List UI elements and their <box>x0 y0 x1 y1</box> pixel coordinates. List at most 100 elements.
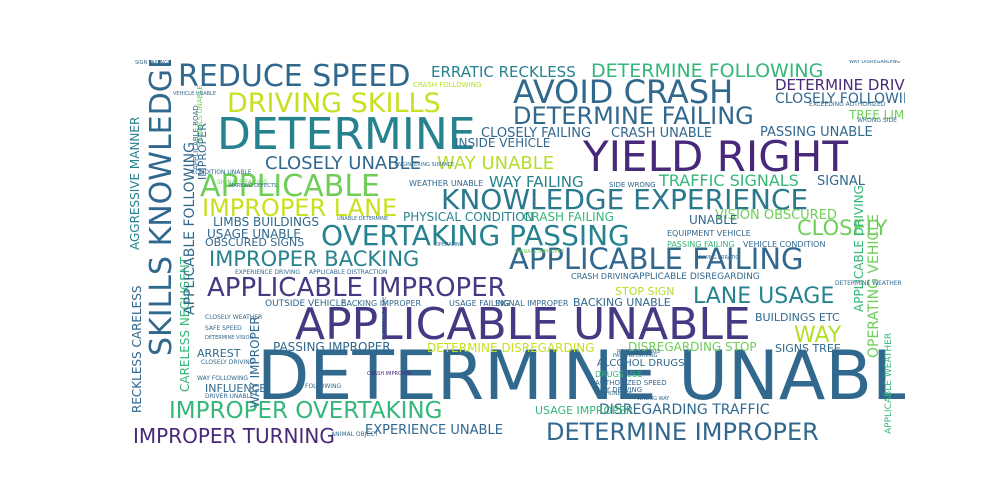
word: PASSING FAILING <box>667 240 735 249</box>
word: CRASH UNABLE <box>611 126 713 141</box>
word: WRONG WAY <box>637 396 670 402</box>
word: FOLLOWING <box>305 383 342 390</box>
word: DRIVING ERRATIC <box>695 255 739 261</box>
word: DRIVER UNABLE <box>205 393 254 400</box>
word: RECKLESS CARELESS <box>130 285 144 414</box>
word: DRIVING SKILLS <box>227 88 441 119</box>
word: APPLICABLE DISTRACTION <box>309 269 388 276</box>
word: CRASH DRIVING <box>571 272 636 281</box>
word: APPLICABLE IMPROPER <box>207 273 506 303</box>
word: EQUIPMENT VEHICLE <box>667 229 751 238</box>
word: USAGE UNABLE <box>207 227 301 241</box>
word: IMPROPER OVERTAKING <box>169 398 443 424</box>
word: EXCEEDING AUTHORIZED <box>809 101 886 108</box>
word: SAFE SPEED <box>205 325 242 332</box>
word: DETERMINE UNABLE <box>257 337 905 416</box>
word: BUILDINGS ETC <box>755 311 840 324</box>
word: APPLICABLE DISREGARDING <box>633 272 760 282</box>
word: PHONE USE <box>603 391 633 397</box>
word: DETERMINE FAILING <box>513 102 754 130</box>
word: APPLICABLE FAILING <box>509 242 804 276</box>
word: APPLICABLE WEATHER <box>884 332 894 434</box>
word: BACKING IMPROPER <box>341 299 422 308</box>
word: CRASH FAILING <box>523 210 614 224</box>
word: DISREGARDING STOP <box>628 340 757 354</box>
word: UNABLE <box>689 213 738 227</box>
word: CRASH FOLLOWING <box>413 81 482 89</box>
word: EXPERIENCE UNABLE <box>365 423 503 438</box>
word: VEHICLE CONDITION <box>743 240 826 249</box>
word: CLOSELY UNABLE <box>265 153 421 174</box>
word: AUTHORIZED SPEED <box>595 379 667 387</box>
word: INFLUENCE <box>205 382 267 395</box>
word: CLOSELY DRIVING <box>201 359 255 366</box>
word: SIDE WRONG <box>609 181 656 189</box>
word: IMPROPER BACKING <box>209 247 420 271</box>
word: OBSCURED SIGNS <box>205 236 305 249</box>
word: ANIMAL OBJECT <box>331 431 379 438</box>
word: CLOSELY FOLLOWING <box>775 91 905 107</box>
word: DRUGS USE <box>595 370 643 379</box>
word: REDUCE SPEED <box>178 60 411 94</box>
word: WAY UNABLE <box>437 153 555 174</box>
word: SIGNS TREE <box>775 342 841 355</box>
word: WAY FOLLOWING <box>197 375 249 382</box>
word: ALCOHOL DRUGS <box>597 358 685 369</box>
word: USAGE FAILING <box>449 299 510 308</box>
word: SIGN FAILING <box>135 60 169 66</box>
word: CLOSELY FAILING <box>481 126 592 141</box>
word: EXCEEDING SAFE <box>382 296 388 340</box>
word: OPERATING <box>435 242 464 248</box>
word: PASSING DRIVING <box>613 353 658 359</box>
word: ENGINEERING SURFACE <box>395 162 455 168</box>
word: CLOSELY WEATHER <box>205 314 263 321</box>
word: DISREGARDING TRAFFIC <box>599 402 770 418</box>
word: DETERMINE IMPROPER <box>546 418 819 445</box>
word: WAY DISREGARDING <box>849 60 901 65</box>
word: WAY FAILING <box>489 173 584 191</box>
word: TREE LIMBS <box>849 108 905 122</box>
word: ROAD MARKINGS <box>617 349 660 355</box>
word: APPLICABLE <box>200 169 380 204</box>
word: KNOWLEDGE EXPERIENCE <box>441 183 809 216</box>
word: USAGE IMPROPER <box>535 404 634 417</box>
word: APPLICABLE UNABLE <box>295 299 751 350</box>
word: YIELD RIGHT <box>583 132 849 181</box>
word: STOP SIGN <box>615 285 675 298</box>
word: PHYSICAL CONDITION <box>403 210 534 224</box>
word: IMPROPER LANE <box>202 194 398 222</box>
word: SIGNAL <box>817 174 866 189</box>
word: SIGNALS UNABLE <box>196 85 204 146</box>
word: DETERMINE WEATHER <box>835 280 902 287</box>
word: IMPROPER TURNING <box>133 424 335 445</box>
word: SIGNAL IMPROPER <box>495 299 569 308</box>
word: AVOID CRASH <box>513 73 734 111</box>
word: TRAFFIC SIGNALS <box>659 171 799 190</box>
word: DETERMINE VISION <box>205 335 254 341</box>
word: AGGRESSIVE MANNER <box>128 116 142 250</box>
word: VEHICLE UNABLE <box>173 91 217 97</box>
word: DETERMINE FOLLOWING <box>591 60 824 82</box>
word: SKILLS KNOWLEDGE <box>144 60 179 356</box>
word: ARREST <box>197 347 241 360</box>
word: VISION OBSCURED <box>715 208 837 223</box>
word: APPLICABLE DRIVING <box>852 185 866 312</box>
word: CLOSELY <box>797 216 888 240</box>
word: WAY <box>794 323 842 348</box>
word: DETERMINE <box>217 109 476 160</box>
word: DETERMINE DISREGARDING <box>427 341 595 355</box>
word: WEATHER UNABLE <box>409 179 484 188</box>
word: LANE USAGE <box>693 284 835 309</box>
word: UNABLE DETERMINE <box>337 216 389 222</box>
word: PASSING UNABLE <box>760 125 873 140</box>
word: WRONG SIDE <box>857 117 897 124</box>
word: PASSING IMPROPER <box>273 340 391 354</box>
word: ERRATIC RECKLESS <box>431 63 576 81</box>
word-cloud: DETERMINE UNABLE APPLICABLE UNABLE YIELD… <box>125 60 905 445</box>
word: LIMBS BUILDINGS <box>213 215 319 229</box>
word: MARKING DEFECTS <box>229 183 277 189</box>
word: SIGNALS FAILING <box>217 179 268 186</box>
word: OVERTAKING PASSING <box>321 219 630 252</box>
word: EXPERIENCE DRIVING <box>235 269 300 276</box>
word: CONDITION UNABLE <box>191 169 252 176</box>
